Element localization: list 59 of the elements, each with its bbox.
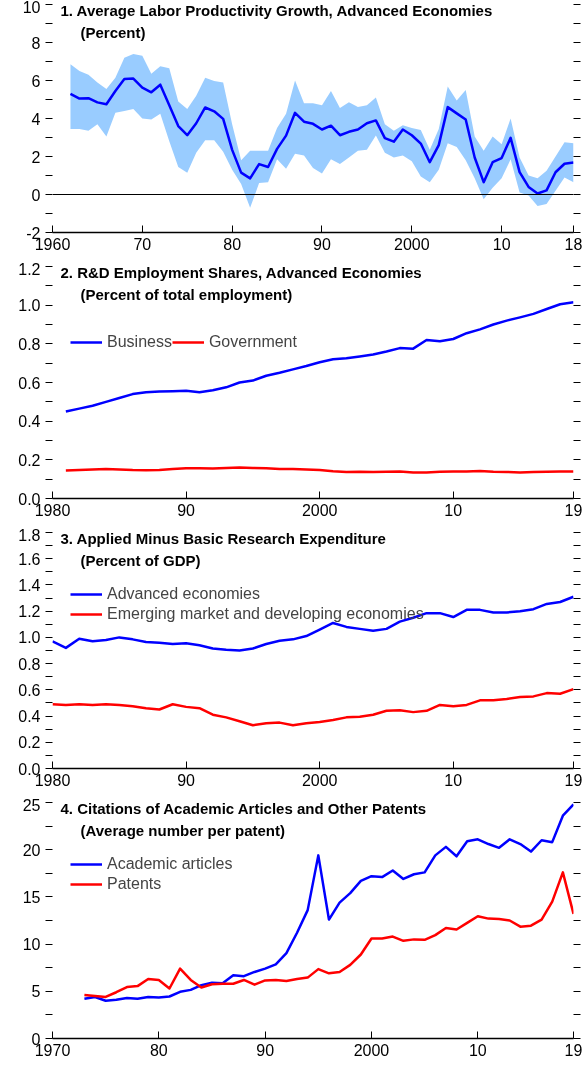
x-tick-label: 80 bbox=[149, 1041, 168, 1059]
y-tick-label: 1.2 bbox=[18, 260, 41, 278]
y-tick-label: 0.8 bbox=[18, 655, 41, 673]
y-tick-label: 4 bbox=[31, 110, 41, 128]
x-tick-label: 2000 bbox=[394, 235, 430, 253]
text: (Percent of GDP) bbox=[80, 551, 201, 569]
text: (Percent) bbox=[80, 23, 146, 41]
y-tick-label: 20 bbox=[22, 841, 41, 859]
x-tick-label: 2000 bbox=[353, 1041, 390, 1059]
x-tick-label: 2000 bbox=[301, 771, 338, 789]
legend-label: Advanced economies bbox=[107, 584, 260, 604]
y-tick-label: 1.4 bbox=[18, 576, 41, 594]
x-tick-label: 80 bbox=[223, 235, 242, 253]
x-tick-label: 18 bbox=[564, 235, 583, 253]
x-tick-label: 90 bbox=[177, 771, 196, 789]
text: (Percent of total employment) bbox=[80, 285, 293, 303]
y-tick-label: 8 bbox=[31, 34, 41, 52]
y-tick-label: 25 bbox=[22, 796, 41, 814]
legend-label: Emerging market and developing economies bbox=[107, 604, 424, 624]
legend-label: Business bbox=[107, 332, 172, 352]
x-tick-label: 90 bbox=[313, 235, 331, 253]
legend-label: Academic articles bbox=[107, 854, 233, 874]
y-tick-label: 10 bbox=[22, 0, 41, 16]
y-tick-label: 0 bbox=[31, 186, 41, 204]
x-tick-label: 90 bbox=[177, 501, 196, 519]
legend-label: Government bbox=[208, 332, 297, 352]
y-tick-label: 1.8 bbox=[18, 526, 41, 544]
y-tick-label: 0.2 bbox=[18, 734, 41, 752]
chart-title: 4. Citations of Academic Articles and Other Patents bbox=[60, 799, 427, 817]
x-tick-label: 2000 bbox=[301, 501, 338, 519]
y-tick-label: 0.6 bbox=[18, 374, 41, 392]
x-tick-label: 19 bbox=[564, 1041, 583, 1059]
x-tick-label: 10 bbox=[444, 771, 463, 789]
y-tick-label: 6 bbox=[31, 72, 41, 90]
y-tick-label: 0.4 bbox=[18, 708, 41, 726]
chart-title: 2. R&D Employment Shares, Advanced Economies bbox=[60, 263, 422, 281]
chart-title: 1. Average Labor Productivity Growth, Advanced Economies bbox=[60, 1, 493, 19]
y-tick-label: 1.0 bbox=[18, 297, 41, 315]
y-tick-label: 0.6 bbox=[18, 681, 41, 699]
x-tick-label: 70 bbox=[133, 235, 152, 253]
y-tick-label: 1.6 bbox=[18, 550, 41, 568]
y-tick-label: 0.8 bbox=[18, 335, 41, 353]
legend-label: Patents bbox=[107, 874, 162, 894]
y-tick-label: 1.2 bbox=[18, 603, 41, 621]
text: (Average number per patent) bbox=[80, 821, 285, 839]
y-tick-label: 0.4 bbox=[18, 413, 41, 431]
y-tick-label: 0.2 bbox=[18, 451, 41, 469]
x-tick-label: 10 bbox=[492, 235, 511, 253]
y-tick-label: 15 bbox=[22, 888, 41, 906]
x-tick-label: 90 bbox=[256, 1041, 275, 1059]
y-tick-label: 2 bbox=[31, 148, 41, 166]
y-tick-label: 1.0 bbox=[18, 629, 41, 647]
x-tick-label: 19 bbox=[564, 771, 583, 789]
x-tick-label: 19 bbox=[564, 501, 583, 519]
chart-title: 3. Applied Minus Basic Research Expenditure bbox=[60, 529, 386, 547]
y-tick-label: 10 bbox=[22, 936, 41, 954]
y-tick-label: 5 bbox=[31, 983, 41, 1001]
x-tick-label: 10 bbox=[468, 1041, 487, 1059]
x-tick-label: 10 bbox=[444, 501, 463, 519]
